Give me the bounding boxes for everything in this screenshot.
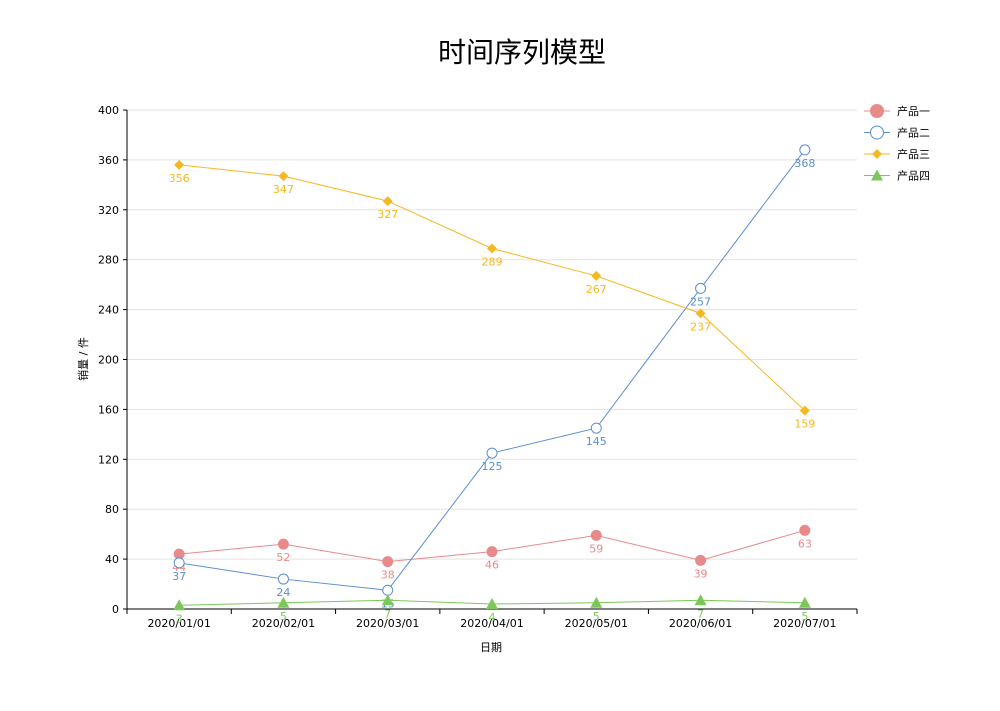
data-point[interactable] <box>382 556 394 568</box>
data-point[interactable] <box>799 144 811 156</box>
data-label: 368 <box>794 157 815 170</box>
x-tick-label: 2020/04/01 <box>460 617 523 630</box>
data-label: 52 <box>276 551 290 564</box>
series-line <box>179 149 806 591</box>
y-tick-label: 0 <box>112 603 119 616</box>
series-1: 44523846593963 <box>172 524 812 582</box>
data-point[interactable] <box>277 596 290 608</box>
data-label: 289 <box>482 255 503 268</box>
y-tick-label: 200 <box>98 354 119 367</box>
series-line <box>179 164 806 412</box>
x-tick-label: 2020/07/01 <box>773 617 836 630</box>
data-label: 237 <box>690 320 711 333</box>
x-tick-label: 2020/06/01 <box>669 617 732 630</box>
data-point[interactable] <box>798 596 811 608</box>
data-point[interactable] <box>487 243 497 254</box>
data-point[interactable] <box>486 546 498 558</box>
data-point[interactable] <box>694 594 707 606</box>
data-point[interactable] <box>799 524 811 536</box>
axes: 0 40 80 120 160 200 240 280 320 360 400 2020/01/01 2… <box>98 104 858 630</box>
data-point[interactable] <box>277 573 289 585</box>
data-label: 5 <box>593 610 600 623</box>
data-label: 4 <box>489 611 496 624</box>
legend-marker <box>871 169 883 181</box>
data-label: 125 <box>482 460 503 473</box>
data-label: 5 <box>801 610 808 623</box>
data-point[interactable] <box>173 557 185 569</box>
data-point[interactable] <box>799 405 810 416</box>
y-tick-label: 80 <box>105 503 119 516</box>
data-point[interactable] <box>695 308 706 319</box>
data-label: 356 <box>169 172 190 185</box>
data-label: 5 <box>280 610 287 623</box>
y-tick-label: 280 <box>98 254 119 267</box>
x-tick-label: 2020/03/01 <box>356 617 419 630</box>
data-point[interactable] <box>278 171 289 182</box>
y-axis-label: 销量 / 件 <box>76 337 90 381</box>
legend-marker <box>870 125 884 140</box>
data-point[interactable] <box>591 270 602 281</box>
data-point[interactable] <box>277 538 289 550</box>
legend-marker <box>872 149 882 159</box>
y-tick-label: 360 <box>98 154 119 167</box>
series-group: 4452384659396337241512514525736835634732… <box>169 144 815 625</box>
data-label: 59 <box>589 542 603 555</box>
data-label: 46 <box>485 559 499 572</box>
data-label: 63 <box>798 537 812 550</box>
data-point[interactable] <box>486 447 498 459</box>
y-tick-label: 240 <box>98 304 119 317</box>
data-label: 39 <box>694 567 708 580</box>
data-point[interactable] <box>486 598 498 610</box>
data-point[interactable] <box>173 599 186 611</box>
x-tick-label: 2020/01/01 <box>147 617 210 630</box>
data-point[interactable] <box>695 282 707 294</box>
data-point[interactable] <box>590 529 602 541</box>
x-tick-label: 2020/02/01 <box>252 617 315 630</box>
x-tick-label: 2020/05/01 <box>565 617 628 630</box>
data-label: 24 <box>276 586 290 599</box>
legend-item[interactable]: 产品四 <box>864 169 930 183</box>
data-label: 159 <box>794 418 815 431</box>
series-3: 356 347 327 289 267 237 159 <box>169 159 815 431</box>
data-label: 267 <box>586 283 607 296</box>
data-label: 7 <box>384 607 391 620</box>
data-point[interactable] <box>590 596 603 608</box>
legend-item[interactable]: 产品一 <box>864 104 930 118</box>
legend-item[interactable]: 产品三 <box>864 147 930 161</box>
legend-item[interactable]: 产品二 <box>864 125 930 140</box>
data-label: 38 <box>381 569 395 582</box>
data-label: 327 <box>377 208 398 221</box>
y-tick-label: 40 <box>105 553 119 566</box>
legend-label: 产品一 <box>897 104 930 118</box>
data-label: 3 <box>176 612 183 625</box>
data-label: 145 <box>586 435 607 448</box>
data-label: 347 <box>273 183 294 196</box>
data-point[interactable] <box>382 584 394 596</box>
data-label: 7 <box>697 607 704 620</box>
data-label: 257 <box>690 295 711 308</box>
data-point[interactable] <box>382 196 393 207</box>
data-point[interactable] <box>695 554 707 566</box>
legend-label: 产品四 <box>897 169 930 183</box>
grid-lines <box>127 109 857 560</box>
y-tick-label: 400 <box>98 104 119 117</box>
chart-title: 时间序列模型 <box>438 36 606 69</box>
data-label: 37 <box>172 570 186 583</box>
data-point[interactable] <box>590 422 602 434</box>
y-tick-label: 320 <box>98 204 119 217</box>
series-4: 3 5 7 4 5 7 5 <box>173 594 811 625</box>
x-axis-label: 日期 <box>480 641 502 654</box>
y-tick-label: 160 <box>98 403 119 416</box>
legend-label: 产品二 <box>897 126 930 140</box>
data-point[interactable] <box>381 594 394 606</box>
series-2: 372415125145257368 <box>172 144 815 610</box>
legend-label: 产品三 <box>897 147 930 161</box>
legend-marker <box>870 104 884 118</box>
data-point[interactable] <box>174 159 185 170</box>
y-tick-label: 120 <box>98 453 119 466</box>
